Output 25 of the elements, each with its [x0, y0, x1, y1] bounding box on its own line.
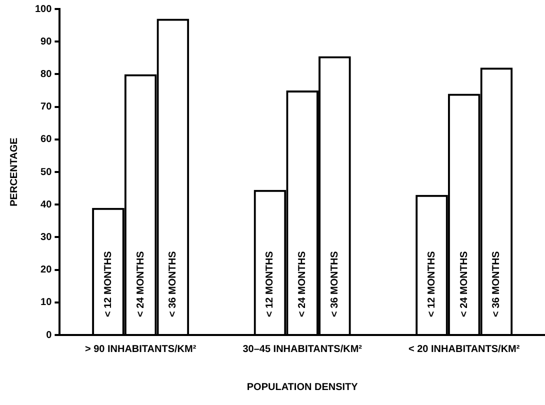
y-tick-label: 0 — [46, 330, 52, 341]
text: < 36 MONTHS — [329, 251, 340, 317]
y-tick-label: 10 — [40, 297, 52, 308]
y-tick-label: 40 — [40, 199, 52, 210]
x-axis-title: POPULATION DENSITY — [246, 382, 358, 393]
y-tick-label: 100 — [34, 4, 52, 15]
y-tick-label: 90 — [40, 36, 52, 48]
y-tick-label: 50 — [40, 166, 52, 178]
x-tick-label: > 90 INHABITANTS/KM² — [84, 344, 197, 355]
x-tick-label: 30–45 INHABITANTS/KM² — [242, 344, 363, 355]
y-tick-label: 70 — [40, 102, 52, 113]
y-tick-label: 30 — [40, 232, 52, 243]
series-label: < 24 MONTHS — [458, 250, 470, 317]
text: < 24 MONTHS — [135, 251, 146, 317]
text: < 12 MONTHS — [426, 251, 438, 317]
text: < 12 MONTHS — [102, 251, 114, 317]
y-axis-title: PERCENTAGE — [8, 137, 20, 206]
series-label: < 12 MONTHS — [264, 250, 276, 317]
y-tick-label: 60 — [40, 134, 52, 146]
x-tick-label: < 20 INHABITANTS/KM² — [408, 344, 520, 355]
y-tick-label: 80 — [40, 68, 52, 80]
y-tick-label: 20 — [40, 264, 52, 276]
series-label: < 36 MONTHS — [491, 250, 502, 317]
text: < 36 MONTHS — [168, 251, 179, 317]
text: < 24 MONTHS — [297, 251, 308, 317]
